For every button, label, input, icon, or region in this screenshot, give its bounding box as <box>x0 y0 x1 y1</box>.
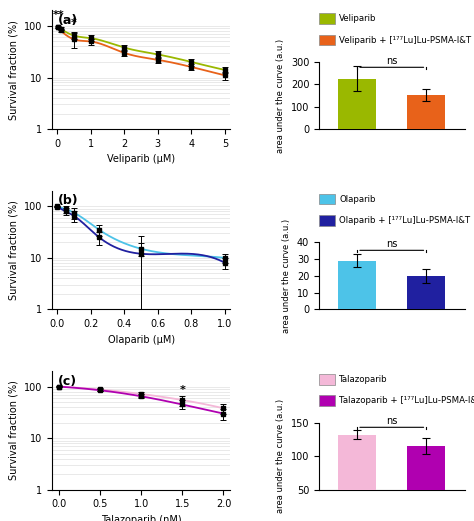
Y-axis label: area under the curve (a.u.): area under the curve (a.u.) <box>276 39 285 153</box>
Bar <box>338 260 376 309</box>
Bar <box>319 215 335 226</box>
Text: Veliparib: Veliparib <box>339 14 377 23</box>
Text: Olaparib: Olaparib <box>339 194 376 204</box>
X-axis label: Veliparib (μM): Veliparib (μM) <box>107 154 175 164</box>
Text: (b): (b) <box>57 194 78 207</box>
Text: **: ** <box>53 10 65 20</box>
Text: ns: ns <box>386 239 397 250</box>
Y-axis label: area under the curve (a.u.): area under the curve (a.u.) <box>276 399 285 513</box>
Text: ns: ns <box>386 56 397 66</box>
Bar <box>319 14 335 24</box>
Bar <box>319 194 335 204</box>
Text: *: * <box>71 18 77 28</box>
Text: Talazoparib + [¹⁷⁷Lu]Lu-PSMA-I&T: Talazoparib + [¹⁷⁷Lu]Lu-PSMA-I&T <box>339 396 474 405</box>
Text: Talazoparib: Talazoparib <box>339 375 388 384</box>
Text: Olaparib + [¹⁷⁷Lu]Lu-PSMA-I&T: Olaparib + [¹⁷⁷Lu]Lu-PSMA-I&T <box>339 216 471 225</box>
Y-axis label: Survival fraction (%): Survival fraction (%) <box>9 20 18 120</box>
Bar <box>338 435 376 521</box>
Bar <box>407 276 446 309</box>
Text: *: * <box>179 385 185 395</box>
Y-axis label: Survival fraction (%): Survival fraction (%) <box>9 200 18 300</box>
Text: ns: ns <box>386 416 397 426</box>
X-axis label: Olaparib (μM): Olaparib (μM) <box>108 334 174 345</box>
X-axis label: Talazoparib (nM): Talazoparib (nM) <box>101 515 182 521</box>
Bar <box>319 35 335 45</box>
Bar <box>407 95 446 129</box>
Text: Veliparib + [¹⁷⁷Lu]Lu-PSMA-I&T: Veliparib + [¹⁷⁷Lu]Lu-PSMA-I&T <box>339 35 472 45</box>
Bar <box>319 395 335 406</box>
Bar <box>338 79 376 129</box>
Text: (a): (a) <box>57 14 78 27</box>
Bar <box>319 374 335 384</box>
Bar <box>407 446 446 521</box>
Y-axis label: area under the curve (a.u.): area under the curve (a.u.) <box>283 219 292 333</box>
Y-axis label: Survival fraction (%): Survival fraction (%) <box>9 380 18 480</box>
Text: (c): (c) <box>57 375 77 388</box>
